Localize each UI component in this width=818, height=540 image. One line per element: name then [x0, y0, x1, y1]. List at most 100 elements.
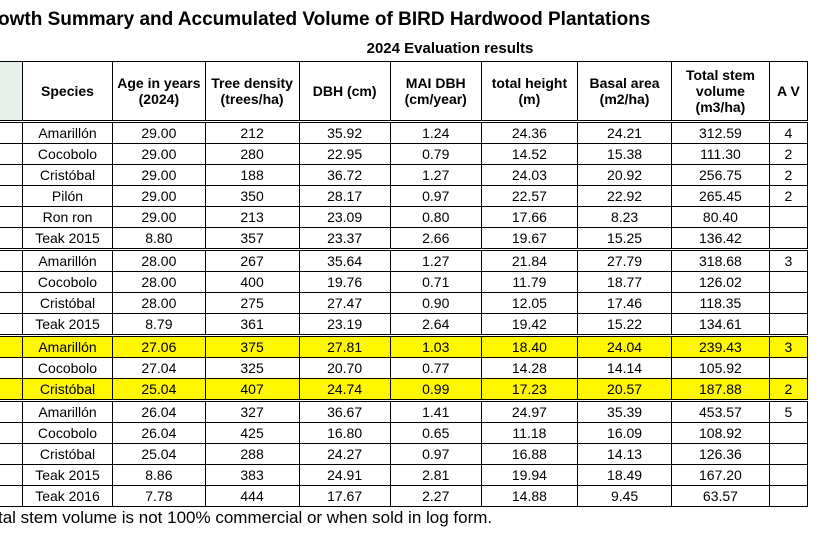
height-cell: 11.79 — [480, 271, 579, 293]
row-label-cell — [0, 399, 23, 423]
volume-cell: 134.61 — [671, 313, 770, 336]
row-label-cell — [0, 357, 23, 379]
species-cell: Cristóbal — [21, 443, 114, 465]
row-label-cell — [0, 143, 23, 165]
species-cell: Amarillón — [21, 120, 114, 144]
mai-dbh-cell: 0.79 — [389, 143, 482, 165]
density-cell: 444 — [204, 485, 300, 507]
mai-dbh-cell: 0.80 — [389, 206, 482, 228]
density-cell: 361 — [204, 313, 300, 336]
header-species: Species — [21, 61, 114, 122]
density-cell: 383 — [204, 464, 300, 486]
mai-dbh-cell: 0.65 — [389, 422, 482, 444]
height-cell: 24.97 — [480, 399, 579, 423]
partial-cell: 2 — [768, 143, 809, 165]
height-cell: 14.52 — [480, 143, 579, 165]
dbh-cell: 27.47 — [298, 292, 391, 314]
table-row: Cocobolo 27.04 325 20.70 0.77 14.28 14.14 105.9… — [0, 357, 809, 379]
row-label-cell — [0, 334, 23, 358]
partial-cell — [768, 292, 809, 314]
species-cell: Amarillón — [21, 248, 114, 272]
partial-cell — [768, 485, 809, 507]
density-cell: 275 — [204, 292, 300, 314]
species-cell: Cocobolo — [21, 143, 114, 165]
height-cell: 17.66 — [480, 206, 579, 228]
age-cell: 29.00 — [112, 120, 206, 144]
row-label-cell — [0, 227, 23, 250]
header-dbh: DBH (cm) — [298, 61, 391, 122]
volume-cell: 136.42 — [671, 227, 770, 250]
table-row: Teak 2016 7.78 444 17.67 2.27 14.88 9.45 63.57 — [0, 485, 809, 507]
mai-dbh-cell: 2.64 — [389, 313, 482, 336]
dbh-cell: 27.81 — [298, 334, 391, 358]
mai-dbh-cell: 0.99 — [389, 378, 482, 401]
partial-cell — [768, 227, 809, 250]
species-cell: Teak 2015 — [21, 313, 114, 336]
dbh-cell: 24.91 — [298, 464, 391, 486]
species-cell: Cocobolo — [21, 422, 114, 444]
row-label-cell — [0, 164, 23, 186]
table-row: Cristóbal 28.00 275 27.47 0.90 12.05 17.46 118.… — [0, 292, 809, 314]
table-row: Amarillón 27.06 375 27.81 1.03 18.40 24.04 239.… — [0, 334, 809, 358]
table-row: Cocobolo 28.00 400 19.76 0.71 11.79 18.77 126.0… — [0, 271, 809, 293]
dbh-cell: 23.37 — [298, 227, 391, 250]
age-cell: 28.00 — [112, 292, 206, 314]
density-cell: 188 — [204, 164, 300, 186]
basal-area-cell: 27.79 — [577, 248, 673, 272]
age-cell: 25.04 — [112, 443, 206, 465]
table-row: Teak 2015 8.79 361 23.19 2.64 19.42 15.22 134.6… — [0, 313, 809, 336]
dbh-cell: 36.67 — [298, 399, 391, 423]
density-cell: 407 — [204, 378, 300, 401]
density-cell: 267 — [204, 248, 300, 272]
volume-cell: 167.20 — [671, 464, 770, 486]
header-density: Tree density (trees/ha) — [204, 61, 300, 122]
age-cell: 7.78 — [112, 485, 206, 507]
dbh-cell: 17.67 — [298, 485, 391, 507]
partial-cell: 4 — [768, 120, 809, 144]
dbh-cell: 16.80 — [298, 422, 391, 444]
mai-dbh-cell: 1.41 — [389, 399, 482, 423]
growth-summary-table: Species Age in years (2024) Tree density… — [0, 61, 809, 507]
basal-area-cell: 35.39 — [577, 399, 673, 423]
species-cell: Teak 2015 — [21, 464, 114, 486]
dbh-cell: 36.72 — [298, 164, 391, 186]
basal-area-cell: 15.25 — [577, 227, 673, 250]
age-cell: 8.80 — [112, 227, 206, 250]
basal-area-cell: 16.09 — [577, 422, 673, 444]
table-row: Cocobolo 29.00 280 22.95 0.79 14.52 15.38 111.3… — [0, 143, 809, 165]
basal-area-cell: 15.22 — [577, 313, 673, 336]
density-cell: 325 — [204, 357, 300, 379]
dbh-cell: 28.17 — [298, 185, 391, 207]
volume-cell: 111.30 — [671, 143, 770, 165]
density-cell: 327 — [204, 399, 300, 423]
density-cell: 350 — [204, 185, 300, 207]
mai-dbh-cell: 1.27 — [389, 248, 482, 272]
mai-dbh-cell: 0.77 — [389, 357, 482, 379]
row-label-cell — [0, 443, 23, 465]
species-cell: Pilón — [21, 185, 114, 207]
table-row: Cristóbal 29.00 188 36.72 1.27 24.03 20.92 256.… — [0, 164, 809, 186]
dbh-cell: 20.70 — [298, 357, 391, 379]
species-cell: Cocobolo — [21, 271, 114, 293]
age-cell: 29.00 — [112, 185, 206, 207]
table-row: Pilón 29.00 350 28.17 0.97 22.57 22.92 265.45 2 — [0, 185, 809, 207]
volume-cell: 63.57 — [671, 485, 770, 507]
basal-area-cell: 8.23 — [577, 206, 673, 228]
age-cell: 29.00 — [112, 164, 206, 186]
mai-dbh-cell: 1.24 — [389, 120, 482, 144]
mai-dbh-cell: 0.97 — [389, 443, 482, 465]
basal-area-cell: 20.92 — [577, 164, 673, 186]
age-cell: 8.86 — [112, 464, 206, 486]
partial-cell — [768, 313, 809, 336]
table-subtitle: 2024 Evaluation results — [366, 40, 534, 57]
row-label-cell — [0, 271, 23, 293]
dbh-cell: 35.92 — [298, 120, 391, 144]
basal-area-cell: 20.57 — [577, 378, 673, 401]
volume-cell: 105.92 — [671, 357, 770, 379]
partial-cell: 3 — [768, 334, 809, 358]
age-cell: 29.00 — [112, 206, 206, 228]
basal-area-cell: 24.04 — [577, 334, 673, 358]
basal-area-cell: 18.49 — [577, 464, 673, 486]
mai-dbh-cell: 0.97 — [389, 185, 482, 207]
mai-dbh-cell: 0.90 — [389, 292, 482, 314]
